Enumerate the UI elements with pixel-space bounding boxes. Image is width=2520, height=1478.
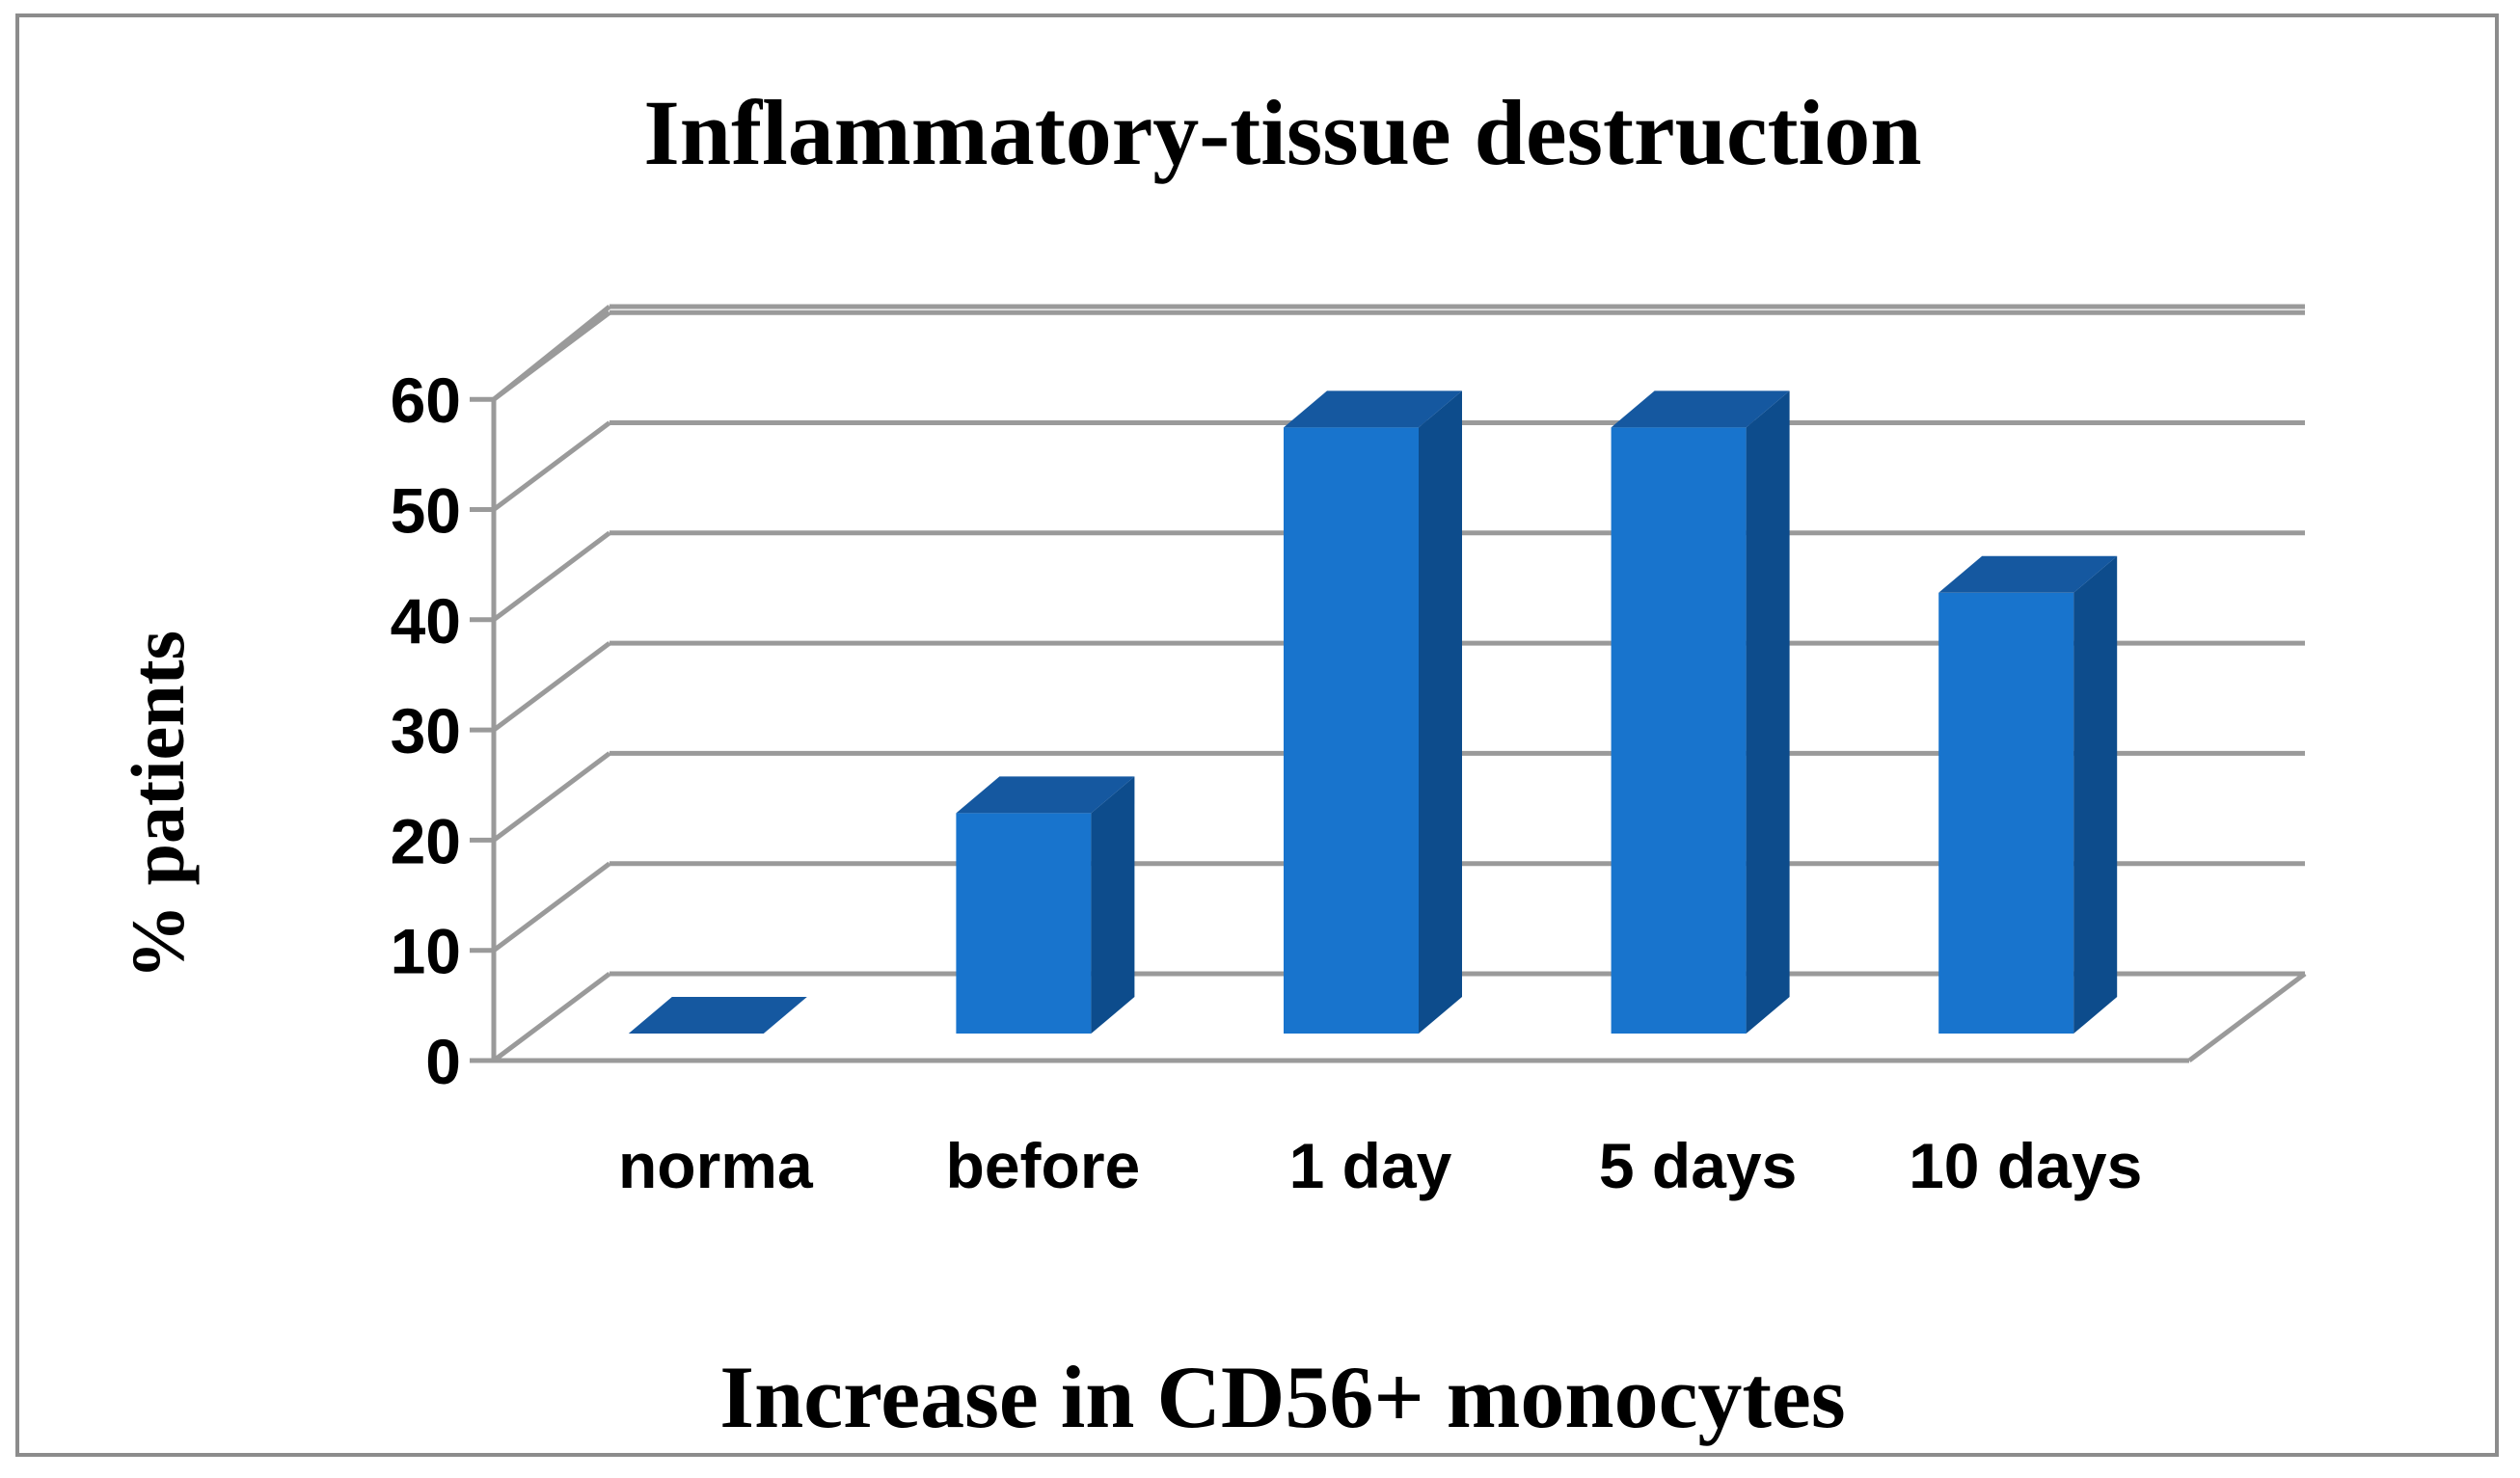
grid-diagonal xyxy=(492,305,611,402)
grid-diagonal xyxy=(492,972,611,1062)
chart-title: Inflammatory-tissue destruction xyxy=(643,81,1921,184)
x-tick-label: before xyxy=(946,1130,1141,1201)
y-tick-label: 50 xyxy=(391,475,461,547)
y-tick-label: 30 xyxy=(391,695,461,766)
bar-front xyxy=(1284,427,1419,1035)
bar-front xyxy=(956,813,1092,1034)
floor-edge xyxy=(2187,972,2307,1062)
bar-norma xyxy=(628,997,807,1034)
bar-top xyxy=(1611,390,1790,428)
grid-diagonal xyxy=(492,861,611,953)
y-tick-label: 20 xyxy=(391,805,461,876)
y-tick-label: 40 xyxy=(391,585,461,657)
grid-diagonal xyxy=(492,641,611,733)
bar-front xyxy=(1611,427,1747,1035)
bar-top xyxy=(1938,555,2118,593)
grid-diagonal xyxy=(492,751,611,843)
x-tick-labels: norma before 1 day 5 days 10 days xyxy=(618,1130,2142,1201)
y-tick-label: 10 xyxy=(391,916,461,987)
y-tick-label: 60 xyxy=(391,364,461,436)
x-tick-label: 1 day xyxy=(1289,1130,1452,1201)
grid-diagonal xyxy=(492,530,611,622)
bar-top xyxy=(956,776,1135,814)
y-tick-labels: 0 10 20 30 40 50 60 xyxy=(391,364,461,1097)
bars xyxy=(628,390,2118,1035)
bar-5-days xyxy=(1611,390,1790,1035)
y-axis-label: % patients xyxy=(116,631,200,980)
x-tick-label: 10 days xyxy=(1909,1130,2142,1201)
x-tick-label: norma xyxy=(618,1130,814,1201)
bar-before xyxy=(956,776,1135,1034)
x-axis-label: Increase in CD56+ monocytes xyxy=(719,1348,1845,1446)
grid-diagonal xyxy=(492,420,611,512)
bar-side xyxy=(1091,776,1135,1034)
bar-front xyxy=(1938,592,2074,1034)
bar-side xyxy=(1746,390,1790,1035)
bar-side xyxy=(2073,555,2118,1034)
bar-side xyxy=(1419,390,1462,1035)
bar-top xyxy=(628,997,807,1034)
grid-layer xyxy=(470,304,2307,1063)
bar-10-days xyxy=(1938,555,2118,1034)
bar-1-day xyxy=(1284,390,1462,1035)
y-tick-label: 0 xyxy=(425,1026,461,1097)
x-tick-label: 5 days xyxy=(1599,1130,1797,1201)
bar-top xyxy=(1284,390,1462,428)
